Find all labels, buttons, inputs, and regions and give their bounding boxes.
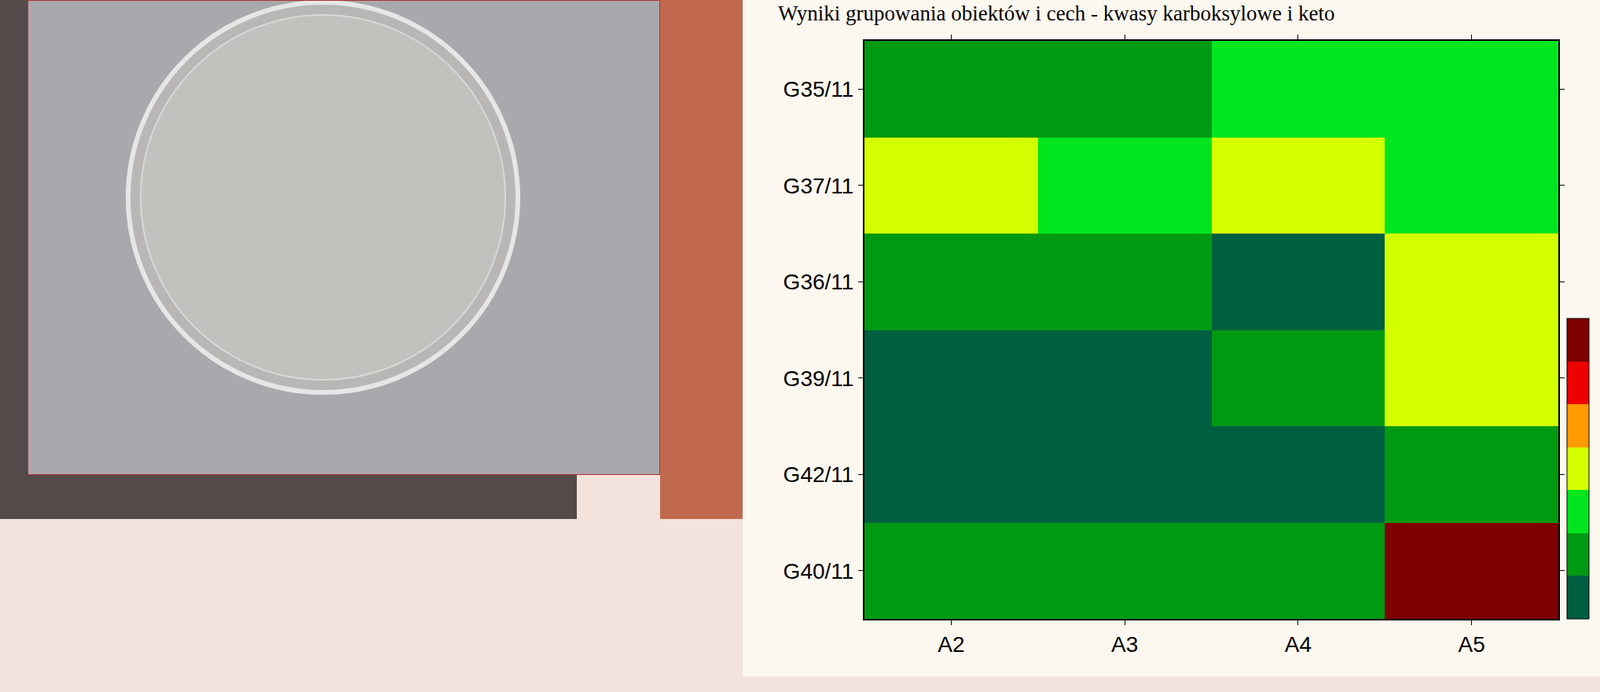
svg-text:G39/11: G39/11 bbox=[783, 366, 855, 391]
svg-text:A4: A4 bbox=[1284, 631, 1312, 657]
svg-text:G42/11: G42/11 bbox=[783, 462, 855, 487]
svg-text:A2: A2 bbox=[937, 631, 965, 657]
svg-text:A3: A3 bbox=[1111, 631, 1138, 657]
svg-text:Wyniki grupowania obiektów i c: Wyniki grupowania obiektów i cech - kwas… bbox=[777, 1, 1335, 26]
svg-text:G35/11: G35/11 bbox=[783, 77, 855, 102]
svg-text:G40/11: G40/11 bbox=[783, 558, 855, 584]
svg-text:G37/11: G37/11 bbox=[783, 173, 855, 199]
svg-text:A5: A5 bbox=[1458, 631, 1486, 657]
svg-text:G36/11: G36/11 bbox=[783, 269, 855, 294]
